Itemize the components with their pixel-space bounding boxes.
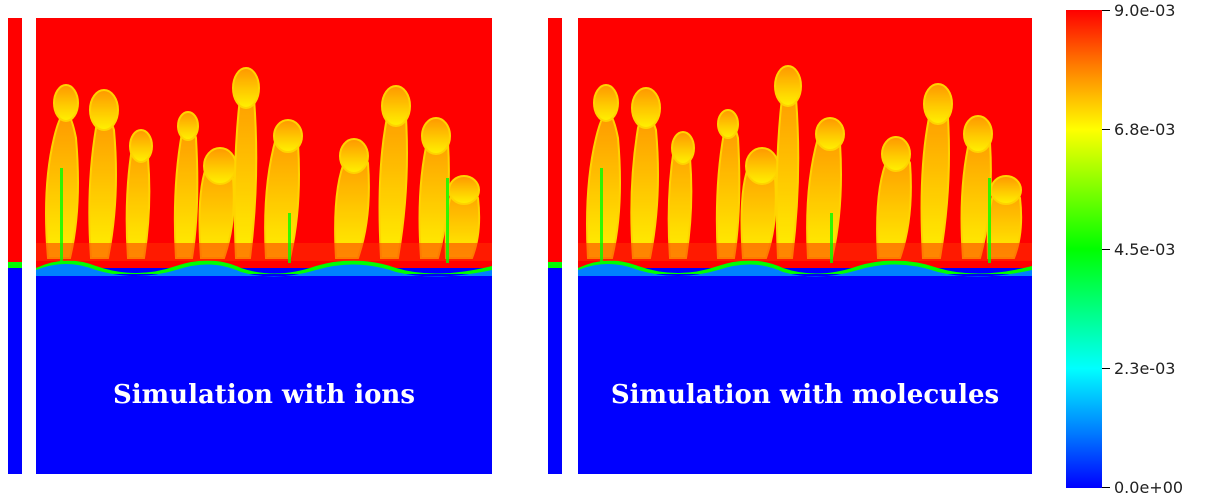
colorbar-tick xyxy=(1102,368,1110,369)
panel-label-ions: Simulation with ions xyxy=(113,380,415,410)
panel-label-molecules: Simulation with molecules xyxy=(610,380,1000,410)
molecules-field-image xyxy=(578,18,1032,474)
ions-field-image xyxy=(36,18,492,474)
colorbar-tick-label: 4.5e-03 xyxy=(1114,240,1176,259)
colorbar-tick xyxy=(1102,10,1110,11)
right-side-strip xyxy=(548,18,562,474)
left-side-strip xyxy=(8,18,22,474)
colorbar-tick-label: 0.0e+00 xyxy=(1114,478,1184,497)
simulation-ions-panel: Simulation with ions xyxy=(36,18,492,474)
colorbar-tick xyxy=(1102,129,1110,130)
colorbar xyxy=(1066,10,1102,488)
colorbar-tick-label: 6.8e-03 xyxy=(1114,120,1176,139)
colorbar-tick xyxy=(1102,487,1110,488)
colorbar-tick-label: 2.3e-03 xyxy=(1114,359,1176,378)
simulation-molecules-panel: Simulation with molecules xyxy=(578,18,1032,474)
colorbar-tick xyxy=(1102,249,1110,250)
colorbar-tick-label: 9.0e-03 xyxy=(1114,1,1176,20)
